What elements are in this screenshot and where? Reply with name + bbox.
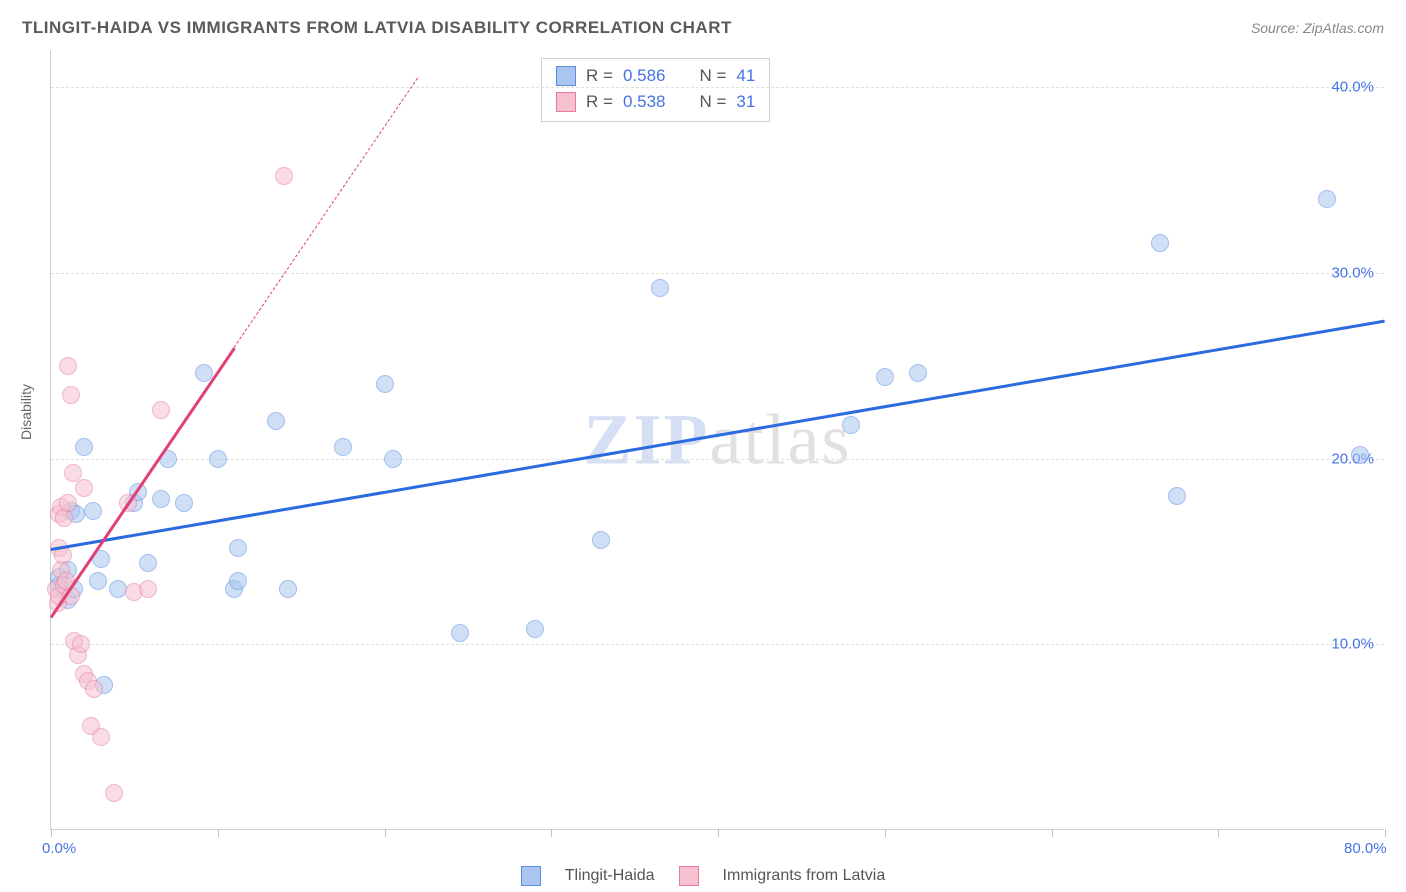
legend-n-value: 31 <box>736 89 755 115</box>
x-tick <box>218 829 219 837</box>
data-point <box>279 580 297 598</box>
data-point <box>89 572 107 590</box>
x-tick <box>1052 829 1053 837</box>
legend-swatch <box>679 866 699 886</box>
data-point <box>62 386 80 404</box>
legend-n-label: N = <box>699 63 726 89</box>
trend-line <box>51 319 1385 550</box>
y-axis-label: Disability <box>18 384 34 440</box>
data-point <box>1151 234 1169 252</box>
data-point <box>229 539 247 557</box>
y-tick-label: 30.0% <box>1331 264 1374 281</box>
scatter-plot-area: ZIPatlas R = 0.586 N = 41 R = 0.538 N = 31 10.0… <box>50 50 1384 830</box>
data-point <box>909 364 927 382</box>
data-point <box>842 416 860 434</box>
data-point <box>229 572 247 590</box>
data-point <box>109 580 127 598</box>
series-legend: Tlingit-Haida Immigrants from Latvia <box>0 866 1406 886</box>
x-tick <box>51 829 52 837</box>
legend-n-label: N = <box>699 89 726 115</box>
x-tick <box>385 829 386 837</box>
data-point <box>209 450 227 468</box>
y-tick-label: 40.0% <box>1331 79 1374 96</box>
data-point <box>1168 487 1186 505</box>
data-point <box>651 279 669 297</box>
x-tick-label: 80.0% <box>1344 840 1387 857</box>
data-point <box>526 620 544 638</box>
data-point <box>267 412 285 430</box>
correlation-legend: R = 0.586 N = 41 R = 0.538 N = 31 <box>541 58 770 122</box>
legend-r-value: 0.538 <box>623 89 666 115</box>
data-point <box>59 357 77 375</box>
data-point <box>592 531 610 549</box>
data-point <box>139 580 157 598</box>
legend-series-label: Immigrants from Latvia <box>723 867 886 885</box>
x-tick <box>551 829 552 837</box>
data-point <box>876 368 894 386</box>
gridline <box>51 273 1384 274</box>
x-tick <box>885 829 886 837</box>
data-point <box>152 490 170 508</box>
legend-swatch <box>556 92 576 112</box>
legend-series-label: Tlingit-Haida <box>565 867 655 885</box>
data-point <box>105 784 123 802</box>
legend-r-label: R = <box>586 89 613 115</box>
data-point <box>152 401 170 419</box>
legend-swatch <box>521 866 541 886</box>
x-tick-label: 0.0% <box>42 840 76 857</box>
legend-row: R = 0.538 N = 31 <box>556 89 755 115</box>
gridline <box>51 644 1384 645</box>
data-point <box>75 479 93 497</box>
x-tick <box>1218 829 1219 837</box>
source-attribution: Source: ZipAtlas.com <box>1251 20 1384 36</box>
data-point <box>75 438 93 456</box>
data-point <box>84 502 102 520</box>
y-tick-label: 10.0% <box>1331 636 1374 653</box>
data-point <box>275 167 293 185</box>
data-point <box>139 554 157 572</box>
x-tick <box>1385 829 1386 837</box>
x-tick <box>718 829 719 837</box>
data-point <box>334 438 352 456</box>
data-point <box>1351 446 1369 464</box>
legend-n-value: 41 <box>736 63 755 89</box>
data-point <box>59 494 77 512</box>
data-point <box>175 494 193 512</box>
gridline <box>51 87 1384 88</box>
data-point <box>85 680 103 698</box>
chart-title: TLINGIT-HAIDA VS IMMIGRANTS FROM LATVIA … <box>22 18 732 38</box>
data-point <box>92 728 110 746</box>
watermark-atlas: atlas <box>710 399 852 479</box>
gridline <box>51 459 1384 460</box>
data-point <box>72 635 90 653</box>
data-point <box>376 375 394 393</box>
trend-line <box>234 78 418 348</box>
data-point <box>1318 190 1336 208</box>
legend-r-value: 0.586 <box>623 63 666 89</box>
legend-swatch <box>556 66 576 86</box>
data-point <box>384 450 402 468</box>
data-point <box>451 624 469 642</box>
legend-r-label: R = <box>586 63 613 89</box>
watermark: ZIPatlas <box>584 398 852 481</box>
legend-row: R = 0.586 N = 41 <box>556 63 755 89</box>
